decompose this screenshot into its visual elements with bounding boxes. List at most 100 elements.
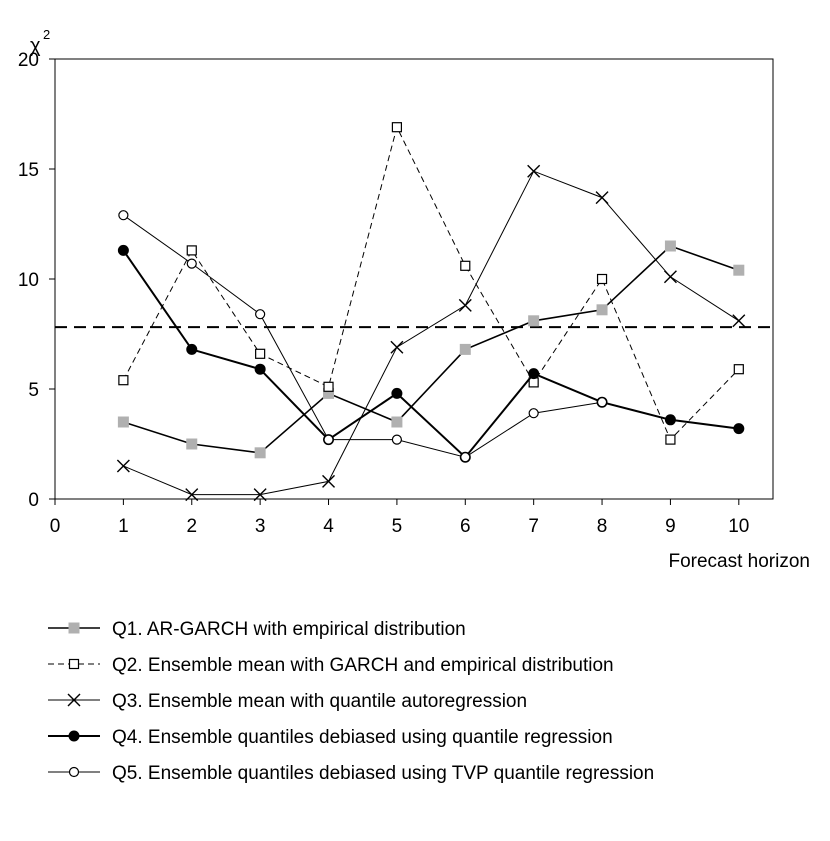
series-line bbox=[122, 249, 739, 459]
legend-item: Q3. Ensemble mean with quantile autoregr… bbox=[48, 691, 527, 712]
series-layer bbox=[116, 122, 746, 502]
data-point-cross bbox=[527, 164, 541, 178]
data-point-filled-circle bbox=[68, 730, 80, 742]
data-point-cross bbox=[253, 488, 267, 502]
series-5 bbox=[118, 210, 608, 463]
x-tick-label: 7 bbox=[528, 516, 539, 537]
data-point-filled-square bbox=[596, 304, 608, 316]
series-2 bbox=[118, 122, 744, 445]
data-point-filled-circle bbox=[528, 368, 540, 380]
data-point-filled-circle bbox=[733, 423, 745, 435]
legend-label: Q4. Ensemble quantiles debiased using qu… bbox=[112, 727, 613, 748]
y-axis: 0 5 10 15 20 bbox=[18, 50, 55, 511]
y-tick-label: 0 bbox=[28, 490, 39, 511]
x-tick-label: 3 bbox=[255, 516, 266, 537]
data-point-cross bbox=[663, 270, 677, 284]
data-point-open-square bbox=[460, 260, 471, 271]
data-point-cross bbox=[390, 340, 404, 354]
data-point-open-square bbox=[118, 375, 129, 386]
cross-stroke bbox=[185, 488, 199, 502]
data-point-open-circle bbox=[528, 408, 539, 419]
y-tick-label: 20 bbox=[18, 50, 39, 71]
series-4 bbox=[117, 244, 745, 463]
legend-item: Q4. Ensemble quantiles debiased using qu… bbox=[48, 727, 613, 748]
cross-stroke bbox=[663, 270, 677, 284]
x-tick-label: 9 bbox=[665, 516, 676, 537]
legend-item: Q2. Ensemble mean with GARCH and empiric… bbox=[48, 655, 614, 676]
data-point-open-circle bbox=[391, 434, 403, 445]
data-point-filled-square bbox=[391, 416, 403, 428]
legend-label: Q2. Ensemble mean with GARCH and empiric… bbox=[112, 655, 614, 676]
data-point-open-square bbox=[528, 377, 539, 388]
data-point-filled-circle bbox=[186, 343, 198, 355]
legend-item: Q5. Ensemble quantiles debiased using TV… bbox=[48, 763, 654, 784]
cross-stroke bbox=[732, 314, 746, 328]
data-point-open-circle bbox=[323, 434, 334, 445]
data-point-open-square bbox=[255, 348, 266, 359]
data-point-cross bbox=[185, 488, 199, 502]
legend-label: Q3. Ensemble mean with quantile autoregr… bbox=[112, 691, 527, 712]
x-tick-label: 2 bbox=[186, 516, 197, 537]
data-point-open-square bbox=[665, 434, 676, 445]
x-tick-label: 6 bbox=[460, 516, 471, 537]
data-point-open-circle bbox=[596, 397, 608, 408]
data-point-open-square bbox=[68, 658, 80, 670]
series-line bbox=[123, 214, 603, 458]
data-point-cross bbox=[322, 474, 336, 488]
data-point-open-square bbox=[733, 364, 744, 375]
y-axis-label-superscript: 2 bbox=[43, 27, 50, 42]
data-point-open-circle bbox=[118, 210, 129, 221]
data-point-cross bbox=[67, 693, 81, 707]
series-line bbox=[123, 245, 740, 454]
data-point-filled-circle bbox=[664, 414, 676, 426]
cross-stroke bbox=[527, 164, 541, 178]
cross-stroke bbox=[390, 340, 404, 354]
cross-stroke bbox=[253, 488, 267, 502]
series-line bbox=[123, 170, 740, 496]
data-point-filled-circle bbox=[254, 363, 266, 375]
x-tick-label: 0 bbox=[50, 516, 61, 537]
data-point-filled-square bbox=[664, 240, 676, 252]
data-point-open-circle bbox=[68, 766, 80, 778]
x-tick-label: 10 bbox=[728, 516, 749, 537]
series-1 bbox=[117, 240, 745, 459]
data-point-filled-square bbox=[68, 622, 80, 634]
data-point-filled-square bbox=[323, 387, 335, 399]
y-tick-label: 15 bbox=[18, 160, 39, 181]
data-point-open-square bbox=[186, 245, 197, 256]
x-tick-label: 1 bbox=[118, 516, 129, 537]
data-point-filled-square bbox=[254, 447, 266, 459]
data-point-filled-square bbox=[117, 416, 129, 428]
x-tick-label: 8 bbox=[597, 516, 608, 537]
data-point-open-circle bbox=[255, 309, 266, 320]
y-axis-label: χ bbox=[30, 35, 41, 57]
cross-stroke bbox=[116, 459, 130, 473]
data-point-filled-square bbox=[733, 264, 745, 276]
series-3 bbox=[116, 164, 746, 502]
legend-label: Q1. AR-GARCH with empirical distribution bbox=[112, 619, 466, 640]
data-point-cross bbox=[116, 459, 130, 473]
y-tick-label: 10 bbox=[18, 270, 39, 291]
legend-item: Q1. AR-GARCH with empirical distribution bbox=[48, 619, 466, 640]
data-point-cross bbox=[732, 314, 746, 328]
data-point-open-circle bbox=[460, 452, 471, 463]
y-axis-title: χ 2 bbox=[30, 27, 50, 57]
y-tick-label: 5 bbox=[28, 380, 39, 401]
data-point-open-square bbox=[323, 381, 334, 392]
x-tick-label: 4 bbox=[323, 516, 334, 537]
x-axis: 0 1 2 3 4 5 6 7 8 9 10 bbox=[50, 499, 749, 537]
series-line bbox=[122, 125, 740, 441]
cross-stroke bbox=[322, 474, 336, 488]
cross-stroke bbox=[595, 191, 609, 205]
data-point-filled-square bbox=[186, 438, 198, 450]
legend-label: Q5. Ensemble quantiles debiased using TV… bbox=[112, 763, 654, 784]
data-point-open-circle bbox=[186, 258, 197, 269]
plot-area bbox=[54, 58, 774, 500]
data-point-filled-square bbox=[459, 343, 471, 355]
cross-stroke bbox=[67, 693, 81, 707]
data-point-cross bbox=[458, 298, 472, 312]
data-point-filled-square bbox=[528, 315, 540, 327]
x-axis-label: Forecast horizon bbox=[668, 551, 810, 572]
cross-stroke bbox=[458, 298, 472, 312]
